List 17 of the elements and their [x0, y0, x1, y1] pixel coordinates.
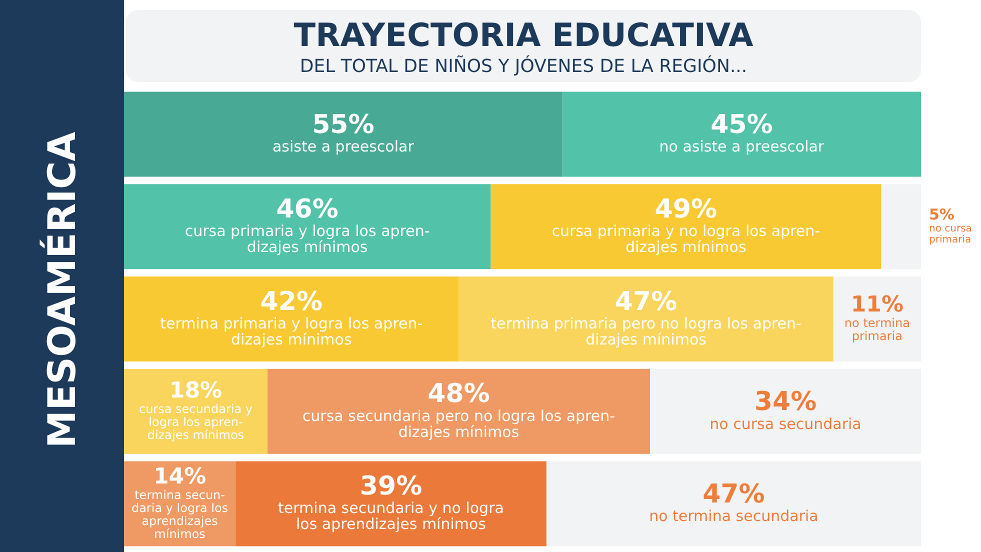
data-label: 47% termina primaria pero no logra los apren- dizajes mínimos: [490, 286, 802, 348]
data-label: 49% cursa primaria y no logra los apren- dizajes mínimos: [552, 194, 820, 256]
data-label: 45% no asiste a preescolar: [659, 110, 825, 156]
data-label: 11% no termina primaria: [844, 292, 910, 344]
data-label: 46% cursa primaria y logra los apren- dizajes mínimos: [184, 194, 430, 256]
y-axis-title: MESOAMÉRICA: [40, 132, 84, 448]
data-label: 42% termina primaria y logra los apren- dizajes mínimos: [160, 286, 423, 348]
data-label: 39% termina secundaria y no logra los aprendizajes mínimos: [278, 472, 504, 534]
data-label: 18% cursa secundaria y logra los apren- dizajes mínimos: [138, 378, 252, 442]
data-label: 55% asiste a preescolar: [272, 110, 415, 156]
data-label: 5% no cursa primaria: [929, 205, 972, 246]
data-label: 34% no cursa secundaria: [710, 387, 862, 433]
chart-title: TRAYECTORIA EDUCATIVA: [292, 16, 754, 54]
data-label: 47% no termina secundaria: [649, 480, 818, 526]
data-label: 14% termina secun- daria y logra los aprendizajes mínimos: [131, 464, 228, 541]
data-label: 48% cursa secundaria pero no logra los apren- dizajes mínimos: [302, 379, 616, 441]
chart-subtitle: DEL TOTAL DE NIÑOS Y JÓVENES DE LA REGIÓN...: [298, 56, 748, 77]
